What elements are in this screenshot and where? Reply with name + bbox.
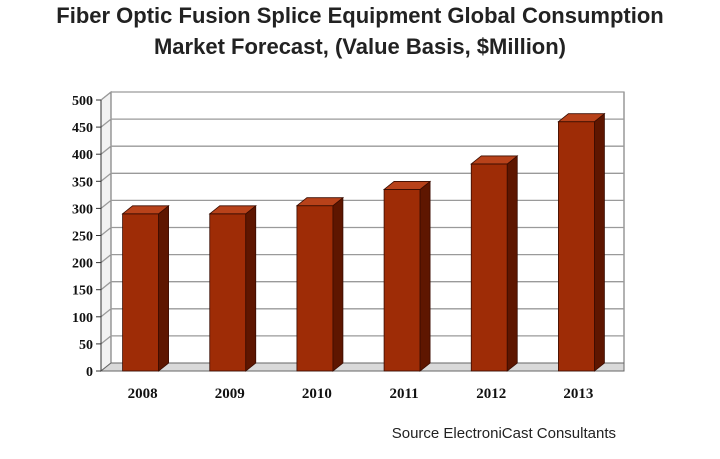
y-tick-label: 150 xyxy=(72,284,93,299)
bar-side xyxy=(506,155,518,372)
gridline xyxy=(100,145,624,155)
bar-side xyxy=(245,204,257,372)
y-axis: 0 50 100 150 200 250 300 350 400 450 500 xyxy=(72,94,102,380)
x-tick-label: 2010 xyxy=(302,386,332,402)
y-tick-label: 100 xyxy=(72,311,93,326)
bar-front xyxy=(470,163,508,372)
x-tick-label: 2009 xyxy=(215,386,245,402)
gridline xyxy=(100,226,624,237)
x-tick-label: 2008 xyxy=(128,386,158,402)
y-tick-label: 300 xyxy=(72,202,93,217)
x-tick-label: 2011 xyxy=(389,386,418,402)
bar xyxy=(470,155,519,372)
gridline xyxy=(100,91,624,101)
bar-top xyxy=(382,181,432,190)
bar-top xyxy=(121,205,170,215)
x-axis: 2008 2009 2010 2011 2012 2013 xyxy=(128,386,594,402)
bar-side xyxy=(594,112,605,372)
gridlines xyxy=(100,91,624,345)
y-tick-label: 250 xyxy=(72,230,93,245)
y-tick-label: 350 xyxy=(72,175,93,190)
bars xyxy=(121,112,606,372)
bar-front xyxy=(383,189,421,372)
gridline xyxy=(100,281,624,291)
y-tick-label: 450 xyxy=(72,121,93,136)
bar xyxy=(295,196,345,372)
bar-front xyxy=(209,213,247,372)
chart-title-line-2: Market Forecast, (Value Basis, $Million) xyxy=(153,34,567,59)
bar xyxy=(557,112,606,372)
y-tick-label: 500 xyxy=(72,94,93,109)
gridline xyxy=(100,172,624,182)
bar-side xyxy=(419,180,431,372)
chart-title-line-1: Fiber Optic Fusion Splice Equipment Glob… xyxy=(56,3,664,28)
x-tick-label: 2012 xyxy=(476,386,506,402)
x-tick-label: 2013 xyxy=(563,386,593,402)
bar-front xyxy=(558,121,595,372)
bar-top xyxy=(470,155,519,165)
bar xyxy=(208,204,257,372)
gridline xyxy=(100,308,624,318)
y-tick-label: 200 xyxy=(72,257,93,272)
bar-front xyxy=(296,205,334,372)
bar-top xyxy=(295,197,345,207)
bar-front xyxy=(122,213,159,372)
y-tick-label: 400 xyxy=(72,148,93,163)
y-tick-label: 50 xyxy=(79,338,93,353)
gridline xyxy=(100,199,624,209)
floor xyxy=(99,362,625,372)
bar-top xyxy=(208,205,257,215)
source-credit: Source ElectroniCast Consultants xyxy=(391,425,616,442)
gridline xyxy=(100,253,624,264)
bar xyxy=(382,180,432,372)
y-tick-label: 0 xyxy=(86,365,93,380)
bar-side xyxy=(332,196,344,372)
bar-top xyxy=(557,113,606,123)
gridline xyxy=(100,118,624,128)
bar xyxy=(121,204,170,372)
gridline xyxy=(100,335,624,345)
chart-walls xyxy=(99,90,625,373)
bar-side xyxy=(158,204,169,372)
